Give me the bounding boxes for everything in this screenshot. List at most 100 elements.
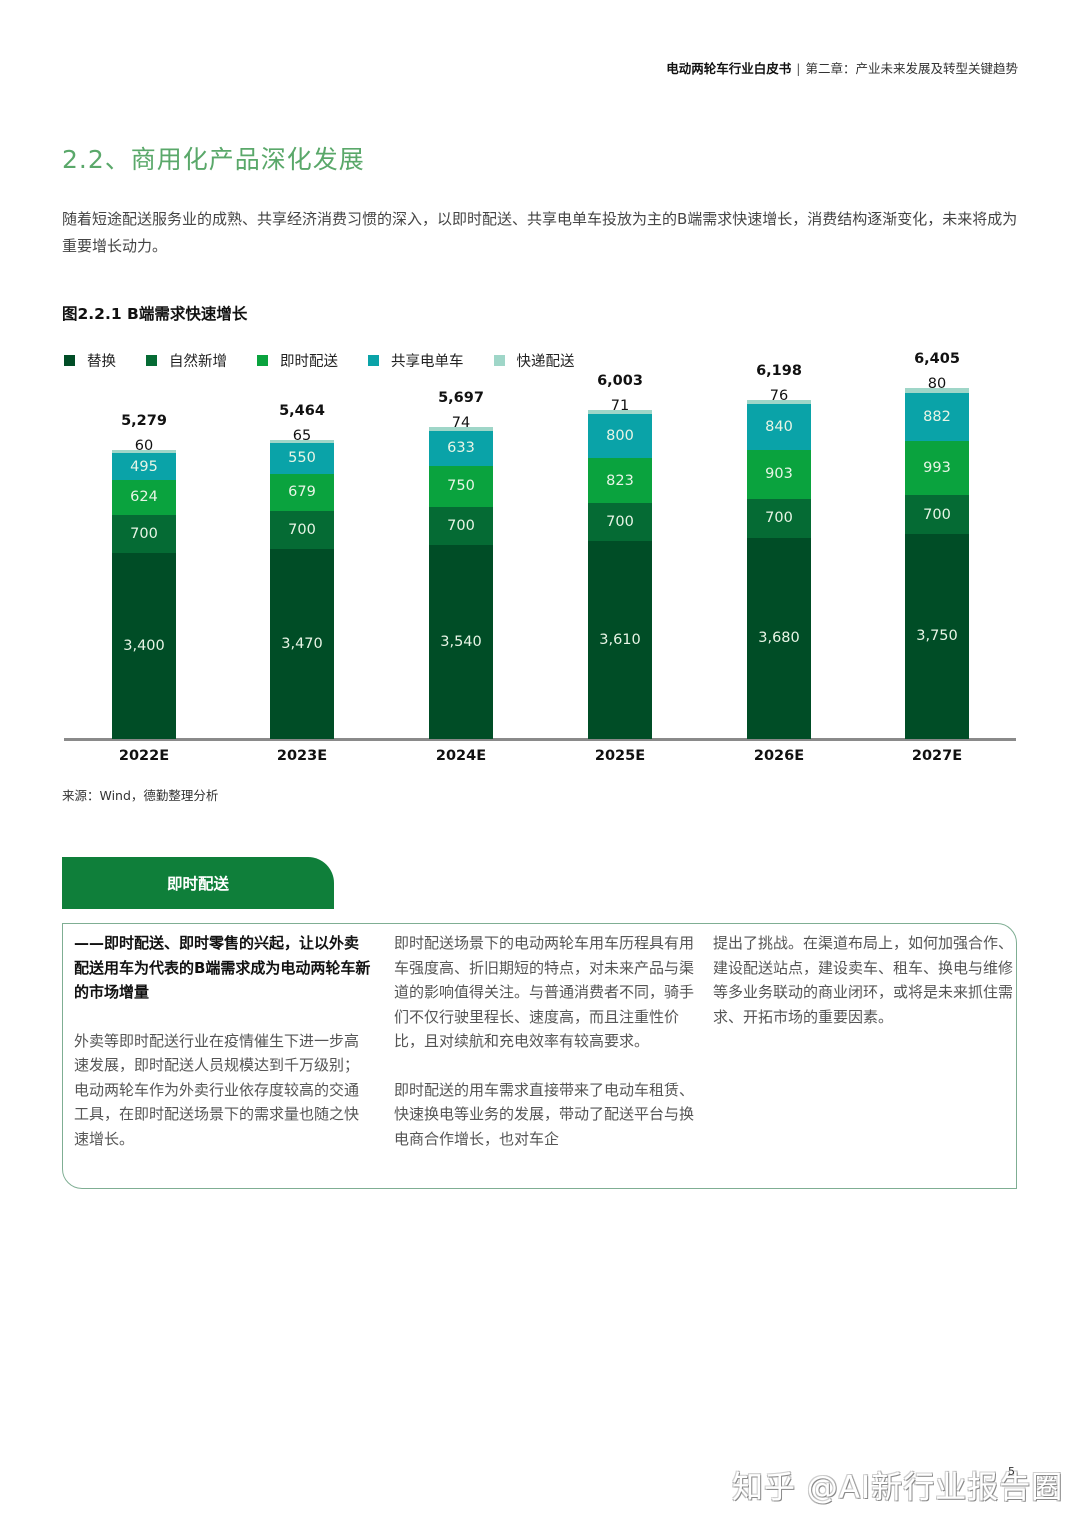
x-axis-tick-label: 2022E — [118, 748, 170, 764]
x-axis-tick-label: 2025E — [594, 748, 646, 764]
panel-lead-text: ——即时配送、即时零售的兴起，让以外卖配送用车为代表的B端需求成为电动两轮车新的… — [74, 934, 371, 1001]
bar-segment: 903 — [747, 449, 811, 500]
segment-value-label: 76 — [769, 387, 789, 404]
panel-paragraph: 即时配送的用车需求直接带来了电动车租赁、快速换电等业务的发展，带动了配送平台与换… — [394, 1080, 695, 1148]
segment-value-label: 3,540 — [440, 634, 482, 651]
segment-value-label: 700 — [765, 510, 793, 527]
watermark: 知乎 @AI新行业报告圈 — [732, 1470, 1064, 1506]
bar-segment: 550 — [270, 443, 334, 474]
bar-segment: 700 — [112, 514, 176, 553]
panel-paragraph: 提出了挑战。在渠道布局上，如何加强合作、建设配送站点，建设卖车、租车、换电与维修… — [713, 934, 1014, 1026]
figure-source: 来源：Wind，德勤整理分析 — [62, 788, 219, 803]
segment-value-label: 800 — [606, 428, 634, 445]
segment-value-label: 3,400 — [123, 637, 165, 654]
legend-swatch-icon — [146, 355, 157, 366]
segment-value-label: 840 — [765, 418, 793, 435]
segment-value-label: 679 — [288, 484, 316, 501]
segment-value-label: 700 — [923, 506, 951, 523]
bar-segment — [112, 450, 176, 454]
intro-paragraph: 随着短途配送服务业的成熟、共享经济消费习惯的深入，以即时配送、共享电单车投放为主… — [62, 210, 1018, 255]
stacked-bar-chart: 3,400 700 624 495 60 5,279 2022E 3,470 700 679 550… — [64, 351, 1016, 764]
legend-swatch-icon — [368, 355, 379, 366]
bar-segment: 3,610 — [588, 541, 652, 739]
panel-column-2: 即时配送场景下的电动两轮车用车历程具有用车强度高、折旧期短的特点，对未来产品与渠… — [394, 931, 694, 1151]
segment-value-label: 700 — [130, 525, 158, 542]
panel-paragraph: 即时配送场景下的电动两轮车用车历程具有用车强度高、折旧期短的特点，对未来产品与渠… — [394, 934, 695, 1050]
bar-segment — [905, 388, 969, 393]
segment-value-label: 71 — [610, 398, 630, 415]
panel-box — [62, 923, 1017, 1189]
bar-segment: 3,400 — [112, 552, 176, 739]
bar-segment: 700 — [270, 510, 334, 550]
bar-segment: 700 — [747, 499, 811, 538]
bar-segment: 823 — [588, 457, 652, 504]
section-title: 2.2、商用化产品深化发展 — [62, 145, 365, 174]
segment-value-label: 993 — [923, 460, 951, 477]
bar-segment: 840 — [747, 403, 811, 450]
bar-segment — [429, 427, 493, 432]
legend-label: 共享电单车 — [391, 354, 464, 370]
bar-segment: 882 — [905, 392, 969, 442]
bar-segment — [270, 439, 334, 444]
bar-total-label: 5,464 — [279, 402, 325, 419]
segment-value-label: 3,750 — [916, 628, 958, 645]
bar-segment: 800 — [588, 414, 652, 458]
segment-value-label: 495 — [130, 458, 158, 475]
segment-value-label: 882 — [923, 408, 951, 425]
legend-label: 快递配送 — [516, 354, 575, 370]
segment-value-label: 80 — [927, 376, 947, 393]
legend-item: 自然新增 — [146, 350, 227, 371]
bar-segment: 700 — [429, 506, 493, 546]
segment-value-label: 65 — [292, 427, 312, 444]
segment-value-label: 3,470 — [281, 636, 323, 652]
page-number: 5 — [1008, 1465, 1015, 1478]
bar-total-label: 6,003 — [597, 373, 643, 390]
bar-segment: 495 — [112, 453, 176, 481]
figure-title: 图2.2.1 B端需求快速增长 — [62, 305, 248, 323]
segment-value-label: 550 — [288, 450, 316, 467]
segment-value-label: 700 — [606, 514, 634, 531]
header-separator: | — [796, 61, 801, 76]
legend-item: 共享电单车 — [368, 350, 464, 371]
bar-segment: 633 — [429, 431, 493, 466]
bar-segment: 679 — [270, 473, 334, 511]
bar-segment: 3,680 — [747, 537, 811, 739]
bar-segment: 700 — [588, 503, 652, 542]
segment-value-label: 624 — [130, 489, 158, 506]
doc-title: 电动两轮车行业白皮书 — [666, 61, 792, 76]
segment-value-label: 60 — [134, 438, 154, 454]
legend-item: 替换 — [64, 350, 116, 371]
x-axis-tick-label: 2026E — [753, 748, 805, 764]
bar-total-label: 6,405 — [914, 351, 960, 368]
panel-tab-instant-delivery: 即时配送 — [62, 857, 334, 909]
legend-item: 即时配送 — [257, 350, 338, 371]
x-axis-tick-label: 2024E — [435, 748, 487, 764]
legend-swatch-icon — [493, 355, 505, 366]
bar-segment: 3,470 — [270, 549, 334, 739]
legend-label: 自然新增 — [169, 354, 227, 370]
segment-value-label: 700 — [288, 521, 316, 538]
segment-value-label: 633 — [447, 440, 475, 457]
segment-value-label: 74 — [451, 415, 471, 432]
bar-total-label: 6,198 — [756, 362, 802, 379]
chapter-title: 第二章：产业未来发展及转型关键趋势 — [805, 61, 1018, 76]
legend-swatch-icon — [64, 355, 75, 366]
segment-value-label: 700 — [447, 518, 475, 535]
bar-segment: 624 — [112, 480, 176, 515]
bar-segment: 3,750 — [905, 533, 969, 739]
panel-column-3: 提出了挑战。在渠道布局上，如何加强合作、建设配送站点，建设卖车、租车、换电与维修… — [713, 931, 1013, 1029]
panel-column-1: ——即时配送、即时零售的兴起，让以外卖配送用车为代表的B端需求成为电动两轮车新的… — [74, 931, 372, 1151]
bar-segment: 993 — [905, 441, 969, 496]
segment-value-label: 3,680 — [758, 630, 800, 647]
bar-segment: 700 — [905, 495, 969, 534]
segment-value-label: 823 — [606, 472, 634, 489]
segment-value-label: 750 — [447, 478, 475, 495]
x-axis-tick-label: 2023E — [276, 748, 328, 764]
bar-segment — [588, 410, 652, 415]
bar-segment: 750 — [429, 465, 493, 507]
panel-paragraph: 外卖等即时配送行业在疫情催生下进一步高速发展，即时配送人员规模达到千万级别；电动… — [74, 1031, 360, 1148]
x-axis-line — [64, 738, 1016, 741]
segment-value-label: 903 — [765, 466, 793, 483]
legend-label: 即时配送 — [280, 354, 338, 370]
x-axis-tick-label: 2027E — [911, 748, 963, 764]
